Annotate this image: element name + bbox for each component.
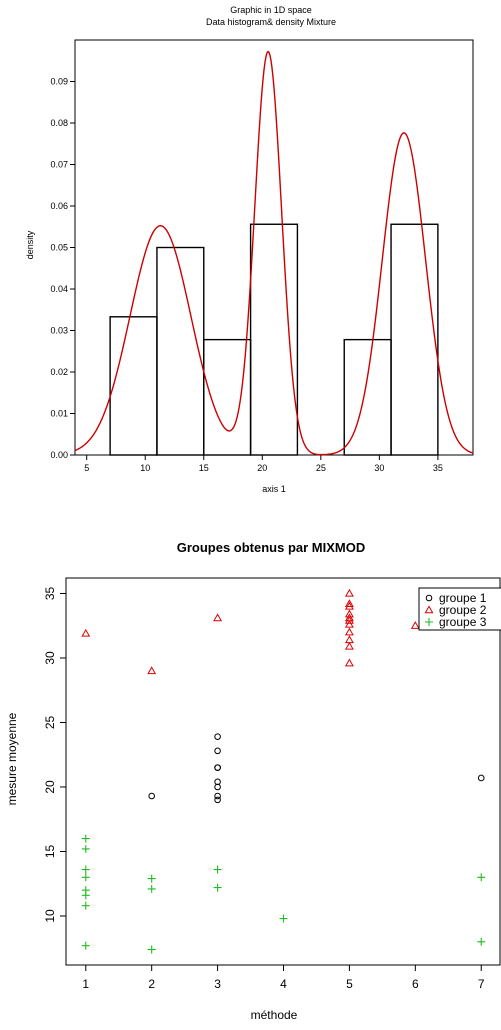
scatter-chart: Groupes obtenus par MIXMOD 1 2 3 4 5 6 7 10 15 20… [5,540,501,1022]
y-tick-label-8: 0.08 [50,118,68,128]
point-2-14 [410,621,420,629]
point-3-12 [213,883,222,892]
point-2-10 [344,627,354,636]
x-tick-label-2: 15 [199,463,209,473]
point-3-5 [81,891,90,900]
point-3-15 [477,937,486,946]
point-1-2 [214,747,221,755]
chart2-xlabel: méthode [251,1008,298,1022]
point-3-3 [81,873,90,882]
point-3-1 [81,844,90,853]
chart1-subtitle: Data histogram& density Mixture [206,17,336,27]
point-2-1 [147,666,157,675]
point-2-13 [344,658,354,667]
chart1-plot-area: 5 10 15 20 25 30 35 0.00 0.01 0.02 0.03 0.04 0.05 0.0… [50,39,474,473]
legend-box [418,587,501,631]
y-tick-label-4: 0.04 [50,284,68,294]
point-2-2 [213,613,223,622]
histogram-bar-1 [156,246,205,456]
point-3-10 [147,945,156,954]
point-2-9 [344,619,354,628]
y-tick-label-0: 0.00 [50,450,68,460]
point-1-8 [214,796,221,804]
histogram-bar-0 [109,316,158,456]
y-tick-label-2: 0.02 [50,367,68,377]
chart2-ylabel: mesure moyenne [5,712,19,805]
density-curve [74,50,474,456]
x-tick-label-3: 20 [257,463,267,473]
legend-label-1: groupe 1 [439,591,487,605]
point-3-6 [81,901,90,910]
y-tick-label-4: 30 [43,651,57,665]
point-3-14 [477,873,486,882]
point-1-7 [214,792,221,800]
y-tick-label-5: 0.05 [50,243,68,253]
x-tick-label-1: 2 [148,977,155,991]
point-2-8 [344,615,354,624]
series-2 [81,588,420,675]
point-1-9 [477,774,485,782]
point-2-3 [344,588,354,597]
y-tick-label-0: 10 [43,909,57,923]
chart2-title: Groupes obtenus par MIXMOD [177,540,366,555]
y-tick-label-3: 25 [43,715,57,729]
histogram-density-chart: Graphic in 1D space Data histogram& dens… [25,5,474,494]
point-1-6 [214,783,221,791]
x-tick-label-1: 10 [140,463,150,473]
x-tick-label-4: 25 [316,463,326,473]
legend-label-3: groupe 3 [439,615,487,629]
chart1-frame [74,39,474,456]
y-tick-label-5: 35 [43,586,57,600]
point-3-2 [81,865,90,874]
x-tick-label-0: 1 [82,977,89,991]
legend-marker-2 [424,605,434,614]
x-tick-label-2: 3 [214,977,221,991]
point-3-7 [81,941,90,950]
x-tick-label-6: 35 [433,463,443,473]
point-3-11 [213,865,222,874]
y-tick-label-9: 0.09 [50,77,68,87]
legend-marker-3 [425,618,433,626]
chart2-frame [65,577,501,966]
series-3 [81,834,486,954]
point-3-8 [147,874,156,883]
point-1-4 [214,764,221,771]
x-tick-label-6: 7 [478,977,485,991]
point-2-5 [344,601,354,610]
series-1 [148,733,485,804]
point-3-0 [81,834,90,843]
histogram-bar-3 [249,223,299,456]
point-2-12 [344,641,354,650]
histogram-bar-5 [390,223,439,456]
legend-marker-1 [425,594,433,602]
point-2-4 [344,599,354,607]
point-2-11 [344,635,354,644]
y-tick-label-3: 0.03 [50,326,68,336]
y-tick-label-7: 0.07 [50,160,68,170]
point-3-13 [279,914,288,923]
y-tick-label-1: 15 [43,844,57,858]
chart1-xlabel: axis 1 [262,484,286,494]
point-1-1 [214,733,221,740]
x-tick-label-5: 6 [412,977,419,991]
chart1-title: Graphic in 1D space [230,5,312,15]
y-tick-label-6: 0.06 [50,201,68,211]
x-tick-label-5: 30 [374,463,384,473]
chart1-ylabel: density [25,230,35,259]
x-tick-label-3: 4 [280,977,287,991]
y-tick-label-2: 20 [43,780,57,794]
point-3-9 [147,884,156,893]
x-tick-label-0: 5 [84,463,89,473]
y-tick-label-1: 0.01 [50,409,68,419]
legend-label-2: groupe 2 [439,603,487,617]
point-1-0 [148,792,155,800]
x-tick-label-4: 5 [346,977,353,991]
point-2-0 [81,628,91,637]
